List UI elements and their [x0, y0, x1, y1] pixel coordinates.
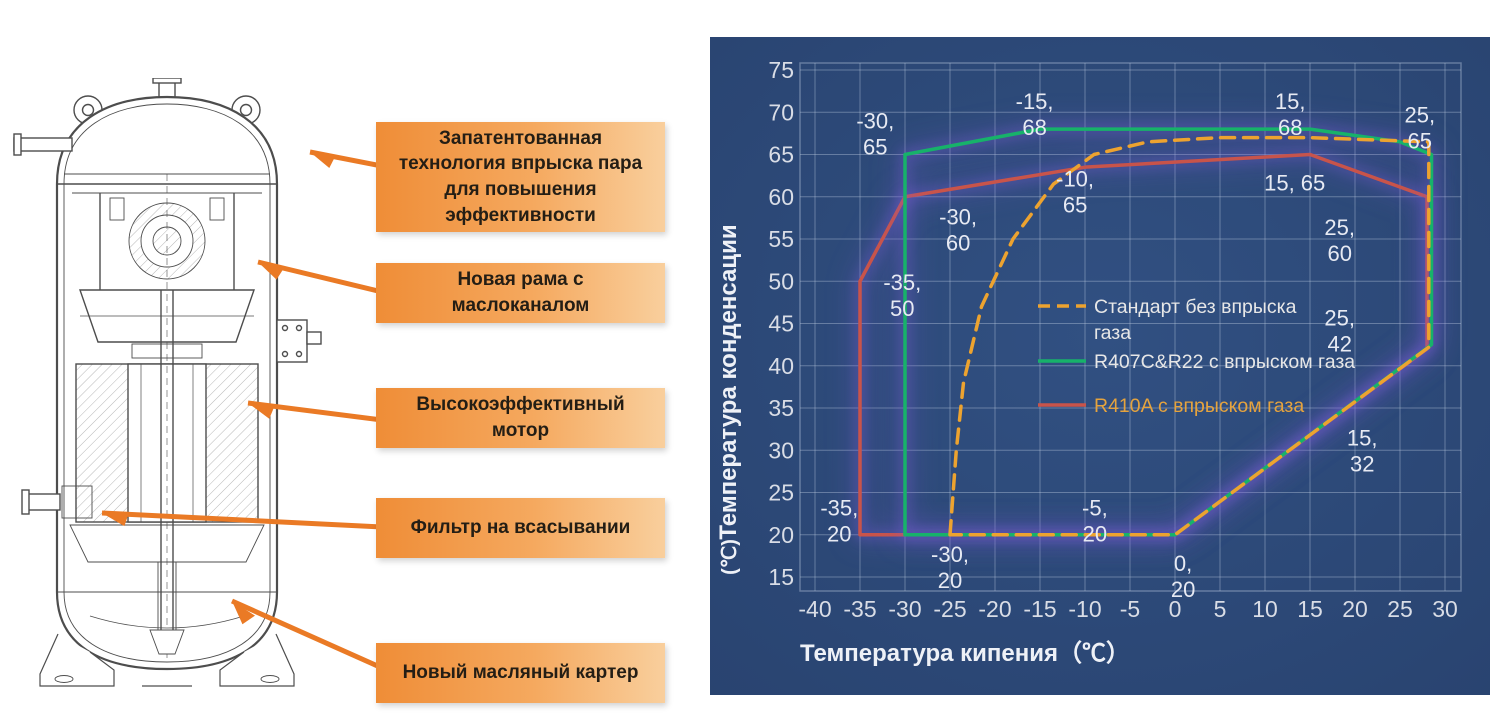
legend-label-0: Стандарт без впрыска: [1094, 296, 1297, 318]
series: [858, 127, 1434, 537]
point-label: -30,: [931, 542, 969, 567]
x-tick-label: -10: [1068, 596, 1101, 622]
plot-border: [799, 62, 1462, 592]
x-tick-label: 10: [1252, 596, 1278, 622]
point-label: 25,: [1324, 305, 1355, 330]
point-label: 15, 65: [1264, 170, 1325, 195]
point-label: -10,: [1056, 167, 1094, 192]
point-label: 20: [1083, 521, 1107, 546]
x-tick-label: -25: [933, 596, 966, 622]
callout-vapor-injection: Запатентованная технология впрыска пара …: [376, 122, 665, 232]
point-label: 50: [890, 296, 914, 321]
callout-suction-filter-label: Фильтр на всасывании: [410, 517, 631, 539]
y-tick-label: 40: [768, 353, 794, 379]
y-tick-label: 75: [768, 57, 794, 83]
point-label: 60: [946, 231, 970, 256]
y-tick-label: 25: [768, 480, 794, 506]
y-tick-label: 65: [768, 142, 794, 168]
oil-pickup: [149, 629, 185, 655]
x-tick-label: -30: [888, 596, 921, 622]
axes: -40 -35 -30 -25 -20 -15 -10 -5 0 5 10 15 20 25 30 15 20 2…: [715, 57, 1458, 667]
x-tick-label: 15: [1297, 596, 1323, 622]
point-label: 65: [863, 134, 887, 159]
legend-label-0: газа: [1094, 322, 1131, 344]
y-tick-label: 15: [768, 564, 794, 590]
foot-left: [39, 633, 115, 687]
frame: [79, 289, 255, 343]
compressor-diagram: [13, 78, 322, 687]
x-tick-label: 25: [1387, 596, 1413, 622]
point-label: -30,: [856, 108, 894, 133]
point-label: -35,: [883, 270, 921, 295]
x-tick-label: 20: [1342, 596, 1368, 622]
suction-filter: [61, 485, 93, 519]
point-label: 42: [1327, 331, 1351, 356]
point-label: -15,: [1016, 89, 1054, 114]
y-tick-label: 50: [768, 268, 794, 294]
point-label: 68: [1278, 115, 1302, 140]
x-tick-label: -35: [843, 596, 876, 622]
point-label: 20: [938, 568, 962, 593]
series-0: [948, 135, 1431, 537]
callout-frame-oil-channel: Новая рама с маслоканалом: [376, 263, 665, 323]
injection-port: [13, 137, 73, 152]
point-label: 15,: [1347, 425, 1378, 450]
point-label: 60: [1327, 241, 1351, 266]
grid: [799, 62, 1462, 592]
point-label: 0,: [1174, 551, 1192, 576]
y-tick-label: 35: [768, 395, 794, 421]
x-tick-label: -5: [1120, 596, 1140, 622]
point-label: 65: [1063, 193, 1087, 218]
callout-oil-sump: Новый масляный картер: [376, 643, 665, 703]
point-label: 20: [1171, 577, 1195, 602]
y-axis-title: Температура конденсации: [715, 224, 742, 539]
x-tick-label: -15: [1023, 596, 1056, 622]
y-tick-label: 30: [768, 437, 794, 463]
chart-panel: -30, 65 -15, 68 15, 68 25, 65 15, 65 -30, 60 -10, 65…: [710, 37, 1490, 695]
point-label: -5,: [1082, 495, 1108, 520]
legend: Стандарт без впрыска газа R407C&R22 с впры…: [1038, 296, 1355, 417]
x-tick-label: -20: [978, 596, 1011, 622]
point-label: -30,: [939, 205, 977, 230]
suction-port: [25, 493, 61, 511]
legend-label-1: R407C&R22 с впрыском газа: [1094, 351, 1355, 373]
point-label: 20: [827, 521, 851, 546]
y-tick-label: 60: [768, 184, 794, 210]
x-tick-label: 30: [1432, 596, 1458, 622]
point-label: -35,: [820, 495, 858, 520]
y-axis-units: (℃): [719, 539, 741, 575]
point-label: 25,: [1405, 102, 1436, 127]
callout-frame-oil-channel-label: Новая рама с маслоканалом: [451, 269, 590, 316]
callout-vapor-injection-label: Запатентованная технология впрыска пара …: [398, 127, 643, 226]
callout-oil-sump-label: Новый масляный картер: [402, 662, 639, 684]
point-label: 15,: [1275, 89, 1306, 114]
point-label: 65: [1408, 128, 1432, 153]
x-axis-title: Температура кипения（℃）: [800, 640, 1130, 667]
point-label: 68: [1022, 115, 1046, 140]
point-label: 25,: [1324, 215, 1355, 240]
x-tick-label: 0: [1169, 596, 1182, 622]
callout-high-efficiency-motor: Высокоэффективный мотор: [376, 388, 665, 448]
point-label: 32: [1350, 451, 1374, 476]
compressor-lines: [13, 78, 322, 687]
legend-label-2: R410A с впрыском газа: [1094, 395, 1304, 417]
y-tick-label: 70: [768, 99, 794, 125]
side-fitting: [276, 319, 308, 363]
y-tick-label: 45: [768, 311, 794, 337]
x-tick-label: -40: [798, 596, 831, 622]
y-tick-label: 20: [768, 522, 794, 548]
callout-suction-filter: Фильтр на всасывании: [376, 498, 665, 558]
x-tick-label: 5: [1214, 596, 1227, 622]
y-tick-label: 55: [768, 226, 794, 252]
callout-high-efficiency-motor-label: Высокоэффективный мотор: [416, 394, 625, 441]
